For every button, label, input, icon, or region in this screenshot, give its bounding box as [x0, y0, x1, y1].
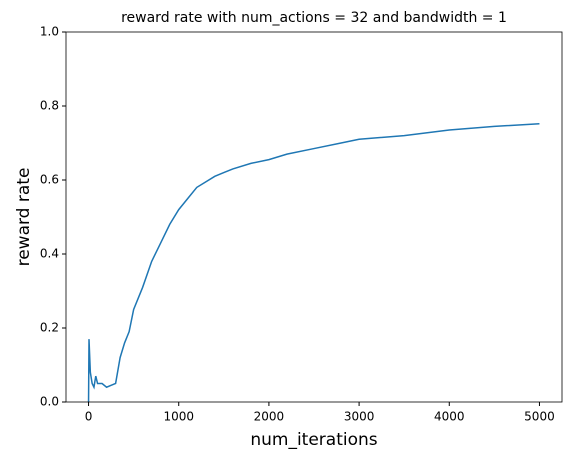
- x-axis-label: num_iterations: [250, 430, 377, 450]
- y-tick-label: 1.0: [40, 25, 59, 39]
- x-tick-label: 4000: [434, 410, 465, 424]
- plot-frame: [65, 31, 563, 403]
- y-tick-label: 0.6: [40, 173, 59, 187]
- data-line: [87, 123, 540, 403]
- chart-title: reward rate with num_actions = 32 and ba…: [121, 10, 507, 26]
- x-tick-label: 2000: [254, 410, 285, 424]
- x-tick-label: 0: [85, 410, 93, 424]
- y-tick-label: 0.8: [40, 99, 59, 113]
- y-tick-label: 0.0: [40, 395, 59, 409]
- x-tick-label: 3000: [344, 410, 375, 424]
- y-tick-label: 0.4: [40, 247, 59, 261]
- y-axis-label: reward rate: [14, 168, 34, 267]
- y-tick-label: 0.2: [40, 321, 59, 335]
- x-tick-label: 1000: [163, 410, 194, 424]
- x-tick-label: 5000: [524, 410, 555, 424]
